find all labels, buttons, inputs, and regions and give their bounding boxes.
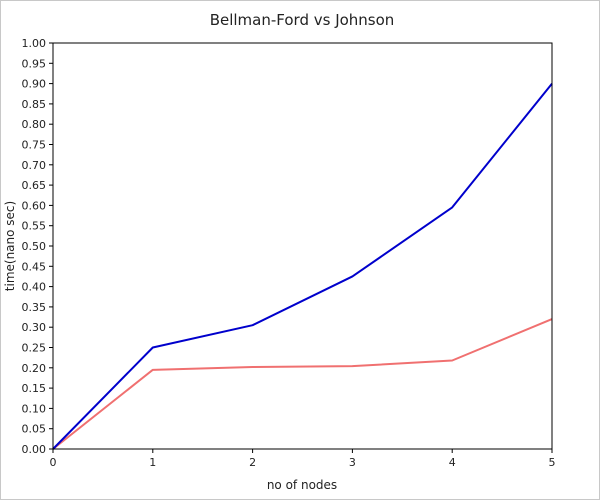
y-tick-label: 0.45	[22, 260, 47, 273]
plot-area-border	[52, 42, 553, 450]
x-tick-label: 3	[349, 456, 356, 469]
y-tick-label: 0.20	[22, 362, 47, 375]
y-tick-label: 0.30	[22, 321, 47, 334]
x-axis-label: no of nodes	[267, 478, 337, 492]
series-lines	[52, 82, 553, 450]
series-line-2	[52, 318, 553, 450]
y-tick-label: 0.80	[22, 118, 47, 131]
y-tick-label: 0.15	[22, 382, 47, 395]
y-tick-label: 0.65	[22, 179, 47, 192]
y-tick-label: 0.25	[22, 342, 47, 355]
y-axis-label: time(nano sec)	[3, 201, 17, 291]
y-tick-label: 0.75	[22, 139, 47, 152]
y-tick-label: 0.70	[22, 159, 47, 172]
x-tick-label: 5	[549, 456, 556, 469]
x-tick-label: 4	[449, 456, 456, 469]
x-tick-label: 1	[149, 456, 156, 469]
y-tick-label: 1.00	[22, 37, 47, 50]
y-tick-label: 0.95	[22, 57, 47, 70]
y-tick-label: 0.05	[22, 423, 47, 436]
y-tick-label: 0.10	[22, 402, 47, 415]
y-tick-label: 0.90	[22, 78, 47, 91]
y-tick-label: 0.00	[22, 443, 47, 456]
y-tick-label: 0.40	[22, 281, 47, 294]
x-tick-label: 0	[50, 456, 57, 469]
y-tick-label: 0.50	[22, 240, 47, 253]
y-tick-label: 0.85	[22, 98, 47, 111]
series-line-1	[52, 82, 553, 450]
y-tick-label: 0.55	[22, 220, 47, 233]
x-tick-label: 2	[249, 456, 256, 469]
chart-title: Bellman-Ford vs Johnson	[210, 11, 395, 29]
y-axis-ticks: 0.00 0.05 0.10 0.15 0.20 0.25 0.30 0.35 0.40 0.45…	[22, 37, 53, 456]
y-tick-label: 0.60	[22, 199, 47, 212]
x-axis-ticks: 0 1 2 3 4 5	[50, 449, 556, 469]
y-tick-label: 0.35	[22, 301, 47, 314]
